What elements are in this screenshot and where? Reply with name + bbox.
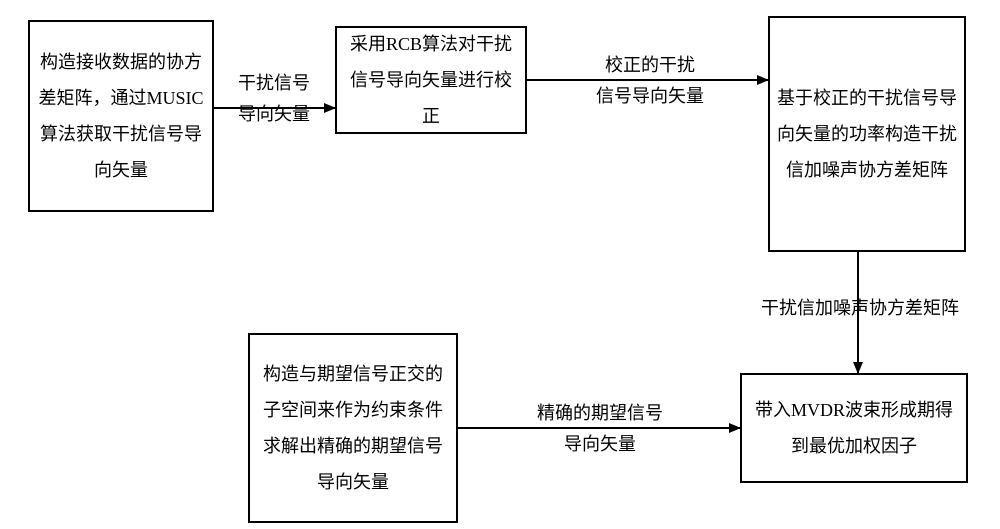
edge-label-e2-text: 校正的干扰信号导向矢量 (596, 55, 704, 106)
flow-node-n4-text: 构造与期望信号正交的子空间来作为约束条件求解出精确的期望信号导向矢量 (256, 356, 450, 500)
edge-label-e1: 干扰信号导向矢量 (224, 68, 324, 129)
edge-label-e4-text: 精确的期望信号导向矢量 (537, 403, 663, 454)
edge-label-e1-text: 干扰信号导向矢量 (238, 73, 310, 124)
flow-node-n1: 构造接收数据的协方差矩阵，通过MUSIC算法获取干扰信号导向矢量 (28, 20, 214, 212)
flow-node-n3-text: 基于校正的干扰信号导向矢量的功率构造干扰信加噪声协方差矩阵 (776, 80, 958, 188)
edge-label-e4: 精确的期望信号导向矢量 (520, 398, 680, 459)
edge-label-e3: 干扰信加噪声协方差矩阵 (740, 293, 980, 324)
flow-node-n2-text: 采用RCB算法对干扰信号导向矢量进行校正 (343, 26, 519, 134)
edge-label-e2: 校正的干扰信号导向矢量 (580, 50, 720, 111)
flow-node-n5-text: 带入MVDR波束形成期得到最优加权因子 (748, 392, 960, 464)
flow-node-n4: 构造与期望信号正交的子空间来作为约束条件求解出精确的期望信号导向矢量 (248, 333, 458, 523)
flow-node-n3: 基于校正的干扰信号导向矢量的功率构造干扰信加噪声协方差矩阵 (768, 16, 966, 252)
edge-label-e3-text: 干扰信加噪声协方差矩阵 (761, 298, 959, 318)
flow-node-n1-text: 构造接收数据的协方差矩阵，通过MUSIC算法获取干扰信号导向矢量 (36, 44, 206, 188)
flow-node-n5: 带入MVDR波束形成期得到最优加权因子 (740, 373, 968, 483)
flow-node-n2: 采用RCB算法对干扰信号导向矢量进行校正 (335, 26, 527, 134)
